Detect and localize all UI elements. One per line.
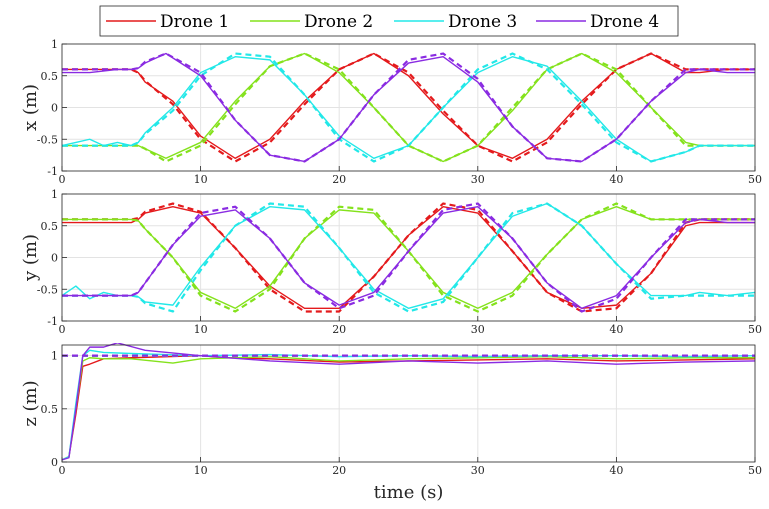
x-tick-label: 50: [748, 323, 762, 336]
series-drone-4: [62, 52, 755, 163]
series-drone-4: [62, 343, 755, 461]
x-tick-label: 30: [471, 464, 485, 477]
x-tick-label: 40: [609, 173, 623, 186]
x-tick-label: 50: [748, 173, 762, 186]
x-tick-label: 10: [194, 173, 208, 186]
x-tick-label: 10: [194, 323, 208, 336]
x-tick-label: 30: [471, 173, 485, 186]
series-drone-1: [62, 205, 755, 309]
x-tick-label: 40: [609, 323, 623, 336]
y-tick-label: 0.5: [41, 70, 59, 83]
panel-1: 0 10 20 30 40 50 -1 -0.5 0 0.5 1 x (m): [20, 38, 762, 186]
x-tick-label: 10: [194, 464, 208, 477]
y-tick-label: 0: [51, 252, 58, 265]
legend-label: Drone 2: [304, 12, 373, 32]
series-group: [62, 343, 755, 461]
x-axis-label: time (s): [374, 482, 444, 503]
x-tick-label: 20: [332, 323, 346, 336]
y-axis-label: y (m): [20, 234, 41, 282]
y-tick-label: 1: [51, 38, 58, 51]
legend-label: Drone 4: [590, 12, 659, 32]
series-drone-4: [62, 205, 755, 309]
series-drone-2: [62, 52, 755, 163]
x-tick-label: 30: [471, 323, 485, 336]
series-drone-1: [62, 52, 755, 160]
series-group: [62, 52, 755, 163]
axes-frame: [61, 344, 756, 463]
y-tick-label: 1: [51, 188, 58, 201]
legend-label: Drone 3: [448, 12, 517, 32]
y-axis-label: z (m): [20, 380, 41, 426]
x-tick-label: 20: [332, 173, 346, 186]
legend-label: Drone 1: [160, 12, 229, 32]
plot-area: [62, 345, 755, 462]
y-tick-label: 1: [51, 350, 58, 363]
x-tick-label: 40: [609, 464, 623, 477]
x-tick-label: 0: [59, 173, 66, 186]
panel-3: 0 10 20 30 40 50 0 0.5 1 z (m) time (s): [20, 343, 762, 503]
x-tick-label: 20: [332, 464, 346, 477]
y-axis-label: x (m): [20, 84, 41, 131]
y-tick-label: -0.5: [37, 283, 58, 296]
y-tick-label: 0: [51, 102, 58, 115]
y-tick-label: -1: [47, 165, 58, 178]
x-tick-label: 50: [748, 464, 762, 477]
y-tick-label: -1: [47, 315, 58, 328]
y-tick-label: 0.5: [41, 403, 59, 416]
series-drone-2: [62, 205, 755, 309]
x-tick-label: 0: [59, 464, 66, 477]
y-tick-label: 0.5: [41, 220, 59, 233]
panel-2: 0 10 20 30 40 50 -1 -0.5 0 0.5 1 y (m): [20, 188, 762, 336]
legend: Drone 1 Drone 2 Drone 3 Drone 4: [99, 5, 679, 37]
series-group: [62, 202, 755, 313]
x-tick-label: 0: [59, 323, 66, 336]
series-drone-3: [62, 56, 755, 163]
y-tick-label: -0.5: [37, 133, 58, 146]
y-tick-label: 0: [51, 456, 58, 469]
